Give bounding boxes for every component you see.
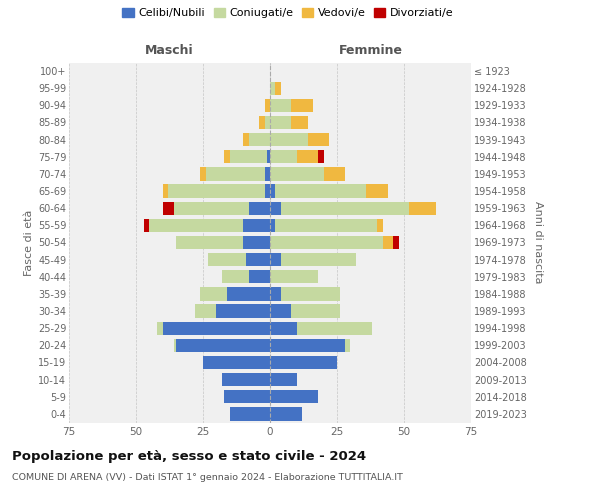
Bar — [270, 356, 337, 369]
Bar — [270, 202, 281, 215]
Y-axis label: Anni di nascita: Anni di nascita — [533, 201, 544, 284]
Bar — [377, 218, 383, 232]
Bar — [224, 390, 270, 404]
Bar — [243, 236, 270, 249]
Text: Femmine: Femmine — [338, 44, 403, 58]
Bar — [270, 184, 275, 198]
Bar — [292, 98, 313, 112]
Bar — [270, 373, 297, 386]
Bar — [163, 184, 168, 198]
Bar — [281, 202, 409, 215]
Bar — [265, 116, 270, 129]
Bar — [270, 287, 281, 300]
Bar — [270, 218, 275, 232]
Bar — [270, 304, 292, 318]
Bar — [268, 150, 270, 164]
Bar — [270, 150, 297, 164]
Bar — [168, 184, 265, 198]
Text: COMUNE DI ARENA (VV) - Dati ISTAT 1° gennaio 2024 - Elaborazione TUTTITALIA.IT: COMUNE DI ARENA (VV) - Dati ISTAT 1° gen… — [12, 472, 403, 482]
Bar — [275, 218, 377, 232]
Bar — [248, 270, 270, 283]
Bar — [292, 116, 308, 129]
Bar — [270, 322, 297, 335]
Bar — [222, 270, 248, 283]
Bar — [270, 133, 308, 146]
Bar — [345, 338, 350, 352]
Bar — [270, 236, 383, 249]
Bar — [227, 287, 270, 300]
Bar — [243, 133, 248, 146]
Bar — [292, 304, 340, 318]
Bar — [318, 150, 323, 164]
Bar — [157, 322, 163, 335]
Bar — [323, 167, 345, 180]
Bar — [270, 407, 302, 420]
Bar — [275, 184, 367, 198]
Bar — [176, 338, 270, 352]
Bar — [393, 236, 398, 249]
Text: Popolazione per età, sesso e stato civile - 2024: Popolazione per età, sesso e stato civil… — [12, 450, 366, 463]
Bar — [270, 116, 292, 129]
Bar — [281, 253, 356, 266]
Bar — [206, 167, 265, 180]
Bar — [163, 202, 173, 215]
Text: Maschi: Maschi — [145, 44, 194, 58]
Bar — [308, 133, 329, 146]
Bar — [163, 322, 270, 335]
Bar — [265, 167, 270, 180]
Bar — [409, 202, 436, 215]
Bar — [281, 287, 340, 300]
Bar — [195, 304, 217, 318]
Bar — [270, 253, 281, 266]
Bar — [270, 167, 323, 180]
Bar — [230, 407, 270, 420]
Bar — [208, 253, 246, 266]
Bar — [200, 287, 227, 300]
Bar — [222, 373, 270, 386]
Bar — [246, 253, 270, 266]
Bar — [217, 304, 270, 318]
Bar — [367, 184, 388, 198]
Bar — [144, 218, 149, 232]
Bar — [149, 218, 243, 232]
Bar — [248, 133, 270, 146]
Bar — [275, 82, 281, 95]
Bar — [265, 184, 270, 198]
Bar — [224, 150, 230, 164]
Bar — [270, 390, 318, 404]
Bar — [176, 236, 243, 249]
Bar — [383, 236, 393, 249]
Bar — [173, 338, 176, 352]
Bar — [270, 82, 275, 95]
Bar — [200, 167, 206, 180]
Bar — [230, 150, 268, 164]
Legend: Celibi/Nubili, Coniugati/e, Vedovi/e, Divorziati/e: Celibi/Nubili, Coniugati/e, Vedovi/e, Di… — [118, 3, 458, 22]
Bar — [259, 116, 265, 129]
Bar — [248, 202, 270, 215]
Bar — [270, 98, 292, 112]
Y-axis label: Fasce di età: Fasce di età — [23, 210, 34, 276]
Bar — [270, 270, 318, 283]
Bar — [173, 202, 248, 215]
Bar — [297, 322, 372, 335]
Bar — [243, 218, 270, 232]
Bar — [265, 98, 270, 112]
Bar — [297, 150, 318, 164]
Bar — [270, 338, 345, 352]
Bar — [203, 356, 270, 369]
